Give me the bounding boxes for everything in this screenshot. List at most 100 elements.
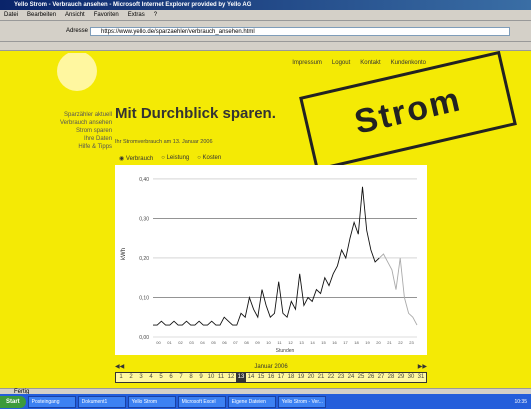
- x-tick-label: 04: [200, 340, 205, 345]
- x-tick-label: 06: [222, 340, 227, 345]
- headline: Mit Durchblick sparen.: [115, 105, 276, 122]
- day[interactable]: 20: [306, 373, 316, 382]
- logo: [55, 53, 105, 93]
- day[interactable]: 21: [316, 373, 326, 382]
- start-button[interactable]: Start: [0, 396, 26, 408]
- day[interactable]: 25: [356, 373, 366, 382]
- day[interactable]: 30: [406, 373, 416, 382]
- x-tick-label: 05: [211, 340, 216, 345]
- day[interactable]: 18: [286, 373, 296, 382]
- x-tick-label: 03: [189, 340, 194, 345]
- day[interactable]: 15: [256, 373, 266, 382]
- side-menu-item[interactable]: Ihre Daten: [60, 135, 112, 143]
- task-button[interactable]: Eigene Dateien: [228, 396, 276, 408]
- day[interactable]: 12: [226, 373, 236, 382]
- y-tick-label: 0,10: [139, 295, 149, 301]
- nav-link[interactable]: Logout: [332, 60, 350, 66]
- browser-window: {"window":{"title":"Yello Strom - Verbra…: [0, 0, 531, 409]
- day[interactable]: 17: [276, 373, 286, 382]
- day[interactable]: 2: [126, 373, 136, 382]
- day[interactable]: 6: [166, 373, 176, 382]
- x-tick-label: 09: [255, 340, 260, 345]
- web-page: Impressum Logout Kontakt Kundenkonto Sparzä…: [0, 51, 531, 388]
- x-tick-label: 13: [299, 340, 304, 345]
- stamp: Strom: [299, 51, 517, 171]
- address-bar[interactable]: https://www.yello.de/sparzaehler/verbrau…: [90, 27, 510, 36]
- chart-bg: [115, 165, 427, 355]
- day[interactable]: 31: [416, 373, 426, 382]
- x-tick-label: 14: [310, 340, 315, 345]
- day[interactable]: 16: [266, 373, 276, 382]
- title-bar: Yello Strom - Verbrauch ansehen - Micros…: [0, 0, 531, 10]
- y-tick-label: 0,20: [139, 256, 149, 262]
- day[interactable]: 10: [206, 373, 216, 382]
- side-menu-item[interactable]: Hilfe & Tipps: [60, 143, 112, 151]
- side-menu-item[interactable]: Verbrauch ansehen: [60, 119, 112, 127]
- menu-item[interactable]: Favoriten: [94, 10, 119, 20]
- day[interactable]: 3: [136, 373, 146, 382]
- clock: 10:35: [514, 399, 531, 405]
- task-button[interactable]: Dokument1: [78, 396, 126, 408]
- menu-item[interactable]: Datei: [4, 10, 18, 20]
- next[interactable]: ▶▶: [418, 363, 427, 372]
- nav-link[interactable]: Kundenkonto: [391, 60, 426, 66]
- radio-label[interactable]: Verbrauch: [126, 156, 153, 162]
- menu-bar: Datei Bearbeiten Ansicht Favoriten Extras?: [0, 10, 531, 21]
- menu-item[interactable]: ?: [154, 10, 157, 20]
- day[interactable]: 11: [216, 373, 226, 382]
- x-tick-label: 00: [156, 340, 161, 345]
- day[interactable]: 23: [336, 373, 346, 382]
- x-tick-label: 15: [321, 340, 326, 345]
- day[interactable]: 13: [236, 373, 246, 382]
- x-tick-label: 08: [244, 340, 249, 345]
- x-tick-label: 20: [376, 340, 381, 345]
- x-tick-label: 12: [288, 340, 293, 345]
- calendar-head: ◀◀ Januar 2006 ▶▶: [115, 363, 427, 372]
- side-menu-item[interactable]: Strom sparen: [60, 127, 112, 135]
- day[interactable]: 9: [196, 373, 206, 382]
- x-tick-label: 22: [398, 340, 403, 345]
- task-button[interactable]: Yello Strom - Ver...: [278, 396, 326, 408]
- x-tick-label: 02: [178, 340, 183, 345]
- month: Januar 2006: [254, 363, 287, 372]
- menu-item[interactable]: Ansicht: [65, 10, 85, 20]
- nav-link[interactable]: Impressum: [292, 60, 322, 66]
- day[interactable]: 27: [376, 373, 386, 382]
- menu-item[interactable]: Bearbeiten: [27, 10, 56, 20]
- radio-option[interactable]: ◉ Verbrauch: [119, 155, 153, 162]
- day[interactable]: 5: [156, 373, 166, 382]
- menu-item[interactable]: Extras: [128, 10, 145, 20]
- task-button[interactable]: Microsoft Excel: [178, 396, 226, 408]
- day[interactable]: 14: [246, 373, 256, 382]
- day[interactable]: 4: [146, 373, 156, 382]
- x-tick-label: 19: [365, 340, 370, 345]
- day[interactable]: 22: [326, 373, 336, 382]
- links-bar: [0, 42, 531, 51]
- x-tick-label: 10: [266, 340, 271, 345]
- task-button[interactable]: Yello Strom: [128, 396, 176, 408]
- prev[interactable]: ◀◀: [115, 363, 124, 372]
- day[interactable]: 26: [366, 373, 376, 382]
- radio-option[interactable]: ○ Leistung: [161, 155, 189, 162]
- radio-option[interactable]: ○ Kosten: [197, 155, 221, 162]
- day[interactable]: 7: [176, 373, 186, 382]
- day[interactable]: 24: [346, 373, 356, 382]
- x-tick-label: 21: [387, 340, 392, 345]
- day[interactable]: 28: [386, 373, 396, 382]
- radio-label[interactable]: Leistung: [167, 155, 190, 161]
- day[interactable]: 19: [296, 373, 306, 382]
- y-tick-label: 0,30: [139, 216, 149, 222]
- day[interactable]: 8: [186, 373, 196, 382]
- top-nav: Impressum Logout Kontakt Kundenkonto: [292, 60, 426, 66]
- radio-label[interactable]: Kosten: [203, 155, 222, 161]
- side-menu-item[interactable]: Sparzähler aktuell: [60, 111, 112, 119]
- day[interactable]: 1: [116, 373, 126, 382]
- x-tick-label: 18: [354, 340, 359, 345]
- x-tick-label: 17: [343, 340, 348, 345]
- nav-link[interactable]: Kontakt: [360, 60, 380, 66]
- task-button[interactable]: Posteingang: [28, 396, 76, 408]
- day[interactable]: 29: [396, 373, 406, 382]
